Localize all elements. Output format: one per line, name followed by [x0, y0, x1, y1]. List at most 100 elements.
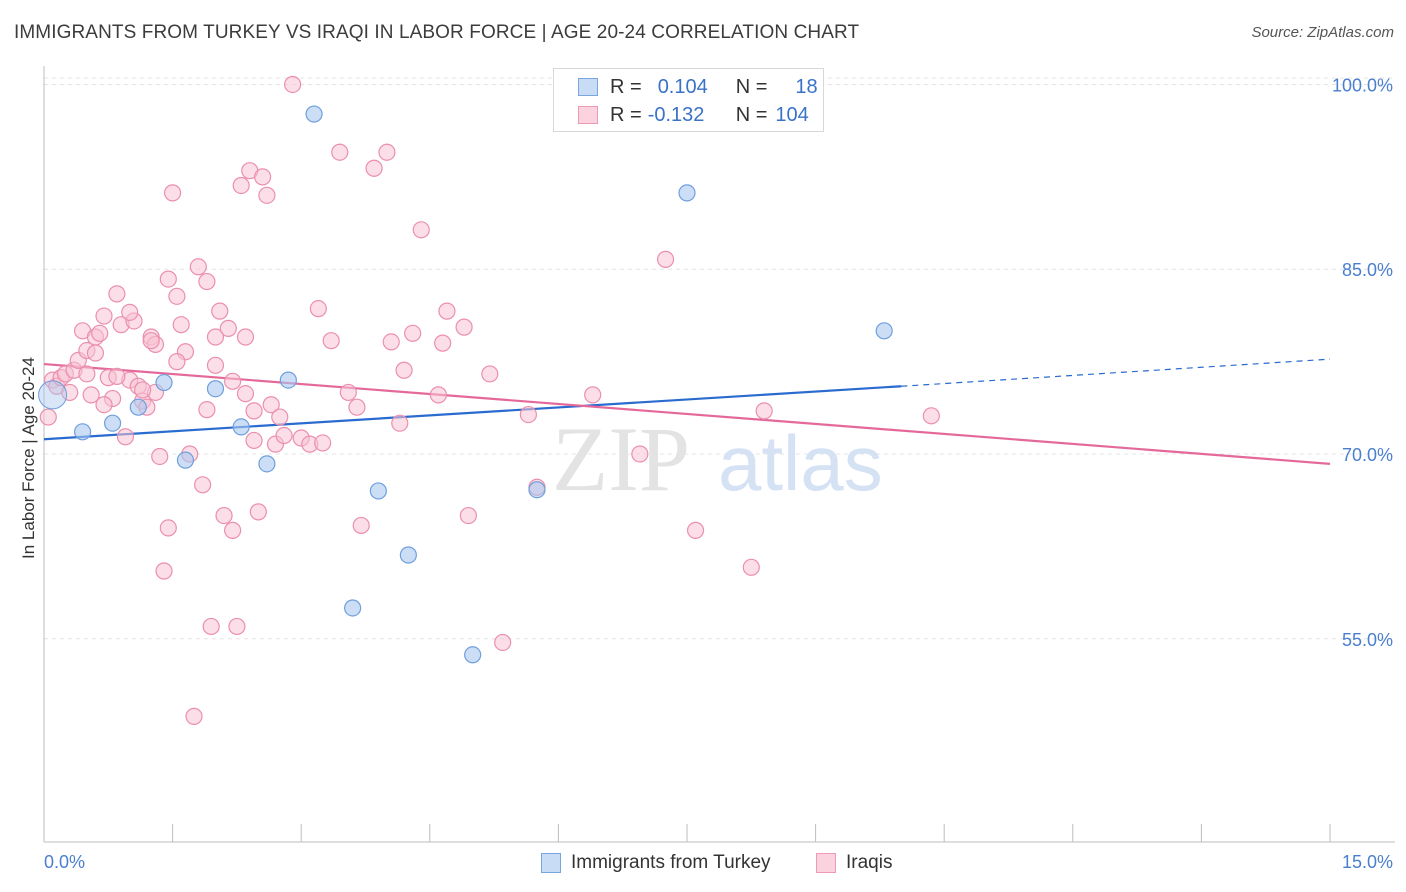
legend-n-value: 104: [775, 103, 809, 126]
trend-layer: [43, 358, 1331, 465]
iraq-point: [198, 272, 216, 291]
y-tick-label: 70.0%: [1342, 445, 1393, 465]
iraq-point: [168, 353, 186, 371]
iraq-point: [224, 372, 242, 390]
legend-r-label: R =: [610, 103, 642, 126]
legend-r-label: R =: [610, 75, 642, 98]
iraq-point: [322, 332, 340, 350]
iraq-point: [172, 316, 190, 334]
legend-n-value: 18: [795, 75, 818, 98]
watermark: ZIP atlas: [552, 408, 883, 510]
iraq-point: [206, 356, 225, 374]
iraq-point: [434, 334, 452, 352]
turkey-point: [875, 322, 893, 340]
iraq-point: [339, 383, 357, 402]
iraq-point: [78, 365, 96, 383]
watermark-zip: ZIP: [552, 408, 690, 510]
bottom-legend-label: Iraqis: [846, 852, 893, 873]
bottom-legend-iraq[interactable]: Iraqis: [816, 852, 892, 874]
bottom-legend-turkey[interactable]: Immigrants from Turkey: [541, 852, 771, 874]
iraq-point: [494, 633, 512, 652]
iraq-point: [232, 176, 250, 195]
iraq-point: [519, 405, 537, 424]
axis-layer: [43, 66, 1395, 843]
iraq-point: [194, 476, 212, 494]
y-axis-label: In Labor Force | Age 20-24: [19, 357, 38, 559]
iraq-point: [631, 445, 649, 463]
iraq-point: [395, 361, 413, 379]
iraq-point: [378, 143, 396, 161]
turkey-point: [232, 418, 250, 436]
iraq-point: [95, 396, 113, 414]
turkey-point: [369, 482, 387, 500]
legend-row-turkey: R = 0.104 N = 18: [554, 73, 818, 101]
iraq-point: [481, 365, 499, 383]
iraq-point: [91, 324, 109, 342]
watermark-atlas: atlas: [718, 419, 883, 507]
iraq-point: [164, 184, 182, 202]
turkey-point: [73, 423, 92, 441]
turkey-point: [305, 105, 323, 123]
legend-r-value: 0.104: [657, 75, 708, 98]
iraq-point: [151, 447, 169, 466]
iraq-point: [206, 328, 225, 346]
iraq-point: [224, 521, 242, 539]
iraq-point: [258, 186, 276, 204]
points-iraqis: [39, 75, 940, 725]
iraq-point: [284, 75, 302, 94]
iraq-point: [121, 303, 139, 321]
iraq-point: [455, 318, 473, 336]
iraq-point: [159, 519, 177, 537]
iraq-point: [142, 332, 160, 350]
iraq-point: [155, 562, 173, 580]
chart-title: IMMIGRANTS FROM TURKEY VS IRAQI IN LABOR…: [14, 22, 860, 43]
legend-swatch-turkey: [578, 78, 598, 96]
turkey-point: [344, 599, 362, 617]
iraq-point: [236, 385, 255, 403]
iraq-point: [39, 408, 57, 426]
iraq-point: [202, 617, 220, 636]
turkey-point: [678, 184, 696, 202]
stats-legend: R = 0.104 N = 18 R = -0.132 N = 104: [553, 68, 824, 132]
tick-labels: 55.0% 70.0% 85.0% 100.0% 0.0% 15.0%: [44, 75, 1393, 872]
iraq-point: [215, 506, 233, 525]
iraq-point: [309, 300, 327, 318]
bottom-legend-label: Immigrants from Turkey: [571, 852, 771, 873]
iraq-point: [86, 344, 105, 362]
iraq-point: [412, 221, 430, 239]
iraq-point: [656, 250, 675, 268]
legend-swatch-iraq: [578, 106, 598, 124]
iraq-point: [742, 558, 760, 576]
y-tick-label: 85.0%: [1342, 260, 1393, 280]
bottom-legend: Immigrants from Turkey Iraqis: [0, 852, 1406, 878]
turkey-trend-line: [43, 385, 902, 441]
turkey-point: [176, 451, 195, 469]
turkey-point: [103, 414, 122, 432]
iraq-point: [404, 324, 422, 342]
x-tick-label: 0.0%: [44, 852, 85, 872]
iraq-point: [82, 386, 100, 404]
iraq-point: [133, 381, 152, 399]
turkey-point: [464, 646, 482, 664]
iraq-point: [331, 143, 349, 161]
bottom-legend-swatch-iraq: [816, 853, 836, 873]
iraq-point: [228, 617, 246, 636]
iraq-point: [108, 367, 126, 385]
iraq-point: [584, 386, 602, 404]
turkey-point: [528, 481, 546, 499]
x-tick-label: 15.0%: [1342, 852, 1393, 872]
iraq-point: [116, 428, 135, 446]
iraq-point: [314, 434, 332, 452]
iraq-point: [686, 521, 705, 539]
iraq-point: [249, 503, 267, 521]
iraq-point: [755, 402, 773, 420]
legend-n-label: N =: [735, 75, 768, 98]
points-turkey: [38, 105, 893, 664]
iraq-point: [185, 707, 203, 725]
iraq-point: [348, 398, 366, 416]
iraq-point: [262, 396, 280, 414]
iraq-point: [275, 426, 293, 445]
iraq-point: [108, 285, 126, 303]
grid-layer: [44, 77, 1395, 640]
